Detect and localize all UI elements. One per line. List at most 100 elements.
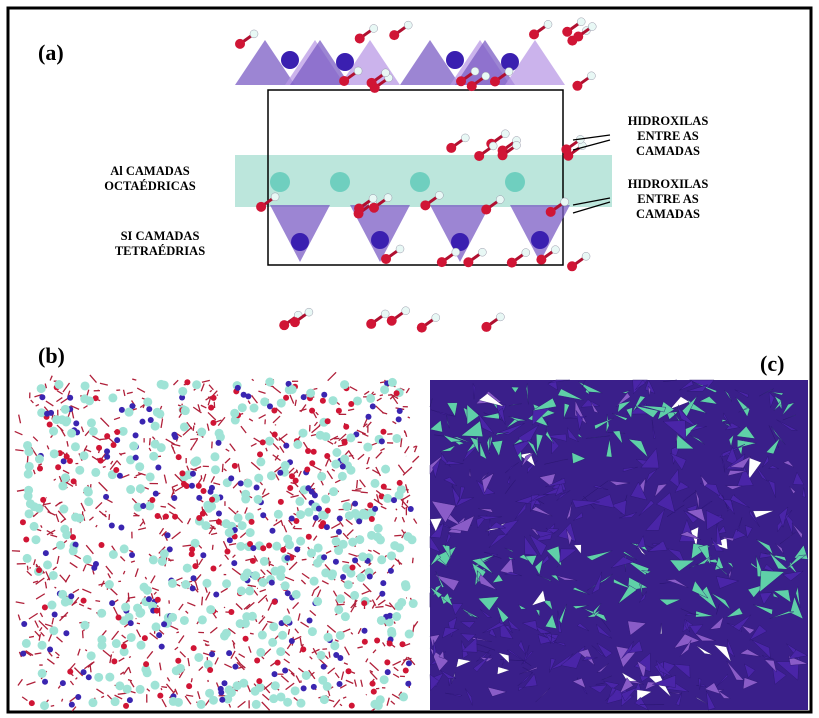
annotation: ENTRE AS: [637, 192, 699, 206]
atom: [26, 499, 35, 508]
atom: [172, 514, 178, 520]
atom: [363, 443, 372, 452]
atom: [180, 616, 189, 625]
o-atom: [417, 323, 427, 333]
atom: [70, 534, 76, 540]
atom: [178, 387, 187, 396]
atom: [254, 474, 263, 483]
atom: [281, 581, 290, 590]
atom: [52, 415, 61, 424]
atom: [118, 524, 124, 530]
o-atom: [355, 33, 365, 43]
atom: [80, 621, 89, 630]
atom: [227, 537, 233, 543]
atom: [52, 611, 58, 617]
si-atom: [281, 51, 299, 69]
atom: [251, 687, 260, 696]
atom: [380, 385, 389, 394]
atom: [62, 416, 71, 425]
o-atom: [536, 255, 546, 265]
atom: [228, 609, 234, 615]
o-atom: [481, 322, 491, 332]
atom: [192, 380, 201, 389]
atom: [58, 590, 67, 599]
atom: [61, 473, 70, 482]
atom: [59, 505, 68, 514]
atom: [155, 409, 164, 418]
atom: [43, 550, 49, 556]
atom: [349, 703, 355, 709]
o-atom: [456, 76, 466, 86]
atom: [114, 437, 120, 443]
o-atom: [474, 151, 484, 161]
atom: [317, 651, 326, 660]
atom: [329, 487, 338, 496]
atom: [210, 420, 216, 426]
bond: [407, 500, 408, 503]
atom: [284, 555, 290, 561]
atom: [49, 571, 58, 580]
atom: [227, 688, 236, 697]
al-atom: [505, 172, 525, 192]
atom: [109, 550, 118, 559]
atom: [60, 680, 66, 686]
atom: [127, 633, 136, 642]
atom: [213, 591, 219, 597]
atom: [387, 627, 396, 636]
atom: [399, 641, 405, 647]
atom: [296, 537, 305, 546]
atom: [120, 544, 129, 553]
bond: [137, 623, 140, 624]
h-atom: [250, 30, 258, 38]
h-atom: [505, 68, 513, 76]
atom: [320, 398, 326, 404]
atom: [200, 552, 206, 558]
atom: [210, 452, 219, 461]
annotation: Al CAMADAS: [110, 164, 190, 178]
atom: [307, 549, 316, 558]
bond: [361, 492, 368, 493]
atom: [336, 631, 345, 640]
h-atom: [396, 245, 404, 253]
atom: [168, 613, 177, 622]
atom: [333, 559, 339, 565]
atom: [54, 380, 63, 389]
bond: [212, 545, 213, 550]
atom: [248, 612, 257, 621]
bond: [202, 507, 203, 512]
si-atom: [291, 233, 309, 251]
atom: [332, 537, 341, 546]
atom: [196, 495, 202, 501]
atom: [37, 384, 46, 393]
o-atom: [573, 32, 583, 42]
atom: [219, 697, 225, 703]
atom: [260, 557, 269, 566]
atom: [48, 410, 54, 416]
atom: [206, 605, 215, 614]
atom: [311, 684, 317, 690]
bond: [337, 604, 345, 605]
annotation: OCTAÉDRICAS: [104, 179, 195, 193]
atom: [238, 480, 244, 486]
atom: [40, 497, 46, 503]
atom: [119, 407, 125, 413]
atom: [287, 485, 293, 491]
atom: [34, 504, 43, 513]
h-atom: [582, 252, 590, 260]
atom: [153, 491, 159, 497]
atom: [267, 471, 276, 480]
atom: [278, 499, 284, 505]
atom: [23, 441, 32, 450]
atom: [362, 639, 368, 645]
annotation: CAMADAS: [636, 207, 700, 221]
atom: [197, 700, 206, 709]
atom: [109, 522, 115, 528]
atom: [342, 440, 348, 446]
atom: [405, 630, 414, 639]
o-atom: [561, 144, 571, 154]
atom: [104, 448, 110, 454]
atom: [133, 432, 139, 438]
atom: [309, 460, 315, 466]
atom: [301, 685, 307, 691]
atom: [43, 560, 52, 569]
